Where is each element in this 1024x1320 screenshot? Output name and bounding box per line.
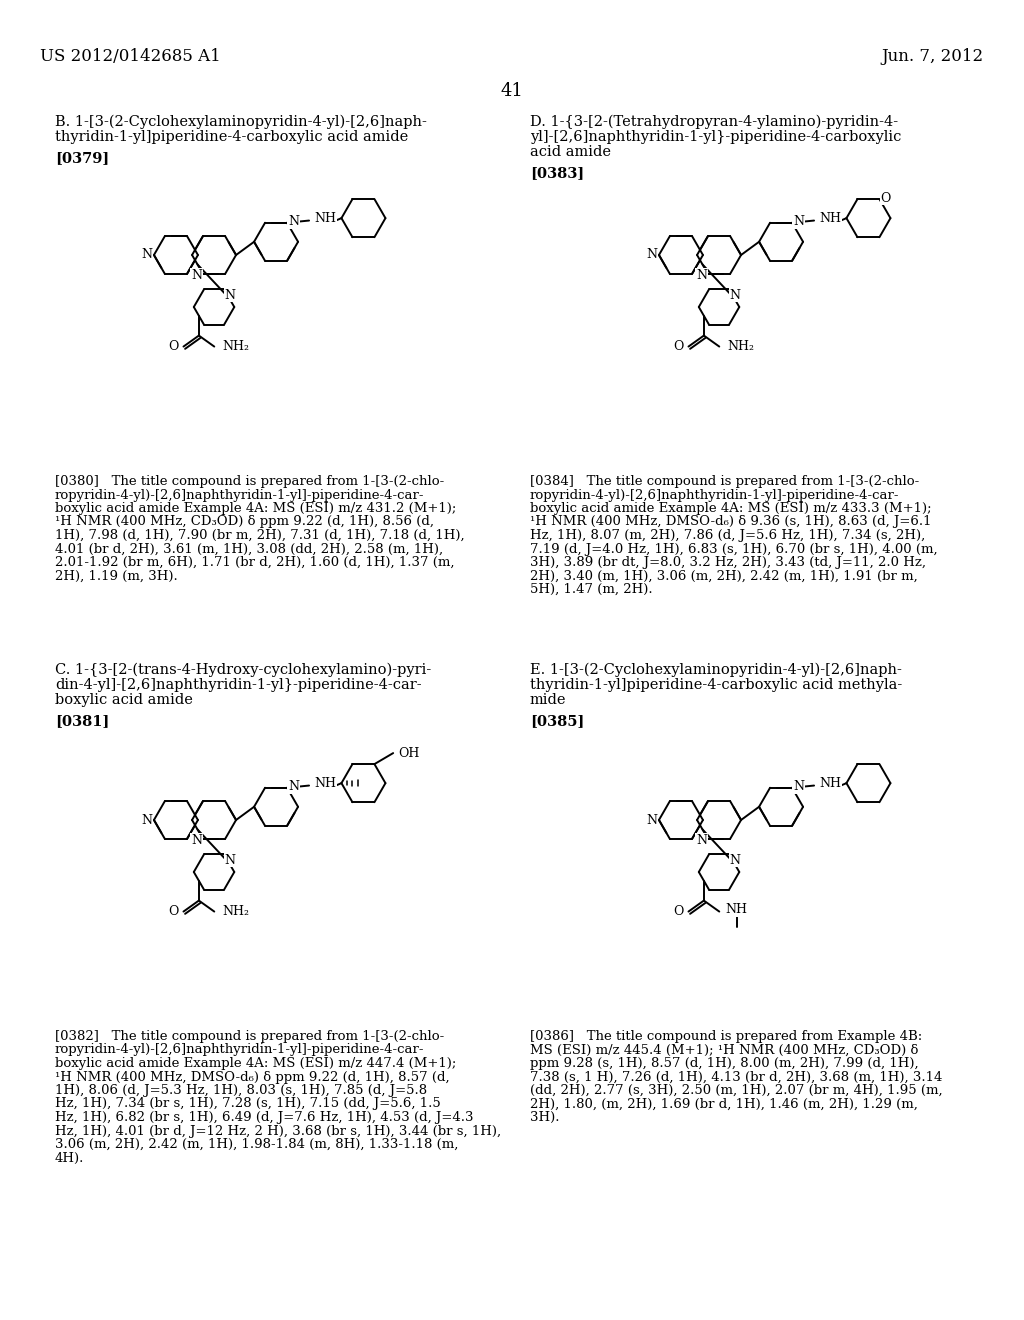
Text: 3.06 (m, 2H), 2.42 (m, 1H), 1.98-1.84 (m, 8H), 1.33-1.18 (m,: 3.06 (m, 2H), 2.42 (m, 1H), 1.98-1.84 (m… <box>55 1138 459 1151</box>
Text: N: N <box>793 780 804 793</box>
Text: D. 1-{3-[2-(Tetrahydropyran-4-ylamino)-pyridin-4-: D. 1-{3-[2-(Tetrahydropyran-4-ylamino)-p… <box>530 115 898 129</box>
Text: [0385]: [0385] <box>530 714 585 729</box>
Text: O: O <box>673 906 683 919</box>
Text: 4.01 (br d, 2H), 3.61 (m, 1H), 3.08 (dd, 2H), 2.58 (m, 1H),: 4.01 (br d, 2H), 3.61 (m, 1H), 3.08 (dd,… <box>55 543 443 556</box>
Text: OH: OH <box>398 747 420 759</box>
Text: N: N <box>730 854 740 867</box>
Text: O: O <box>168 906 178 919</box>
Text: 1H), 7.98 (d, 1H), 7.90 (br m, 2H), 7.31 (d, 1H), 7.18 (d, 1H),: 1H), 7.98 (d, 1H), 7.90 (br m, 2H), 7.31… <box>55 529 465 543</box>
Text: 3H).: 3H). <box>530 1111 559 1125</box>
Text: US 2012/0142685 A1: US 2012/0142685 A1 <box>40 48 221 65</box>
Text: E. 1-[3-(2-Cyclohexylaminopyridin-4-yl)-[2,6]naph-: E. 1-[3-(2-Cyclohexylaminopyridin-4-yl)-… <box>530 663 902 677</box>
Text: Jun. 7, 2012: Jun. 7, 2012 <box>882 48 984 65</box>
Text: N: N <box>141 813 152 826</box>
Text: din-4-yl]-[2,6]naphthyridin-1-yl}-piperidine-4-car-: din-4-yl]-[2,6]naphthyridin-1-yl}-piperi… <box>55 678 422 692</box>
Text: (dd, 2H), 2.77 (s, 3H), 2.50 (m, 1H), 2.07 (br m, 4H), 1.95 (m,: (dd, 2H), 2.77 (s, 3H), 2.50 (m, 1H), 2.… <box>530 1084 943 1097</box>
Text: N: N <box>646 248 657 261</box>
Text: NH₂: NH₂ <box>222 906 249 919</box>
Text: ropyridin-4-yl)-[2,6]naphthyridin-1-yl]-piperidine-4-car-: ropyridin-4-yl)-[2,6]naphthyridin-1-yl]-… <box>55 1044 425 1056</box>
Text: O: O <box>881 191 891 205</box>
Text: 2H), 3.40 (m, 1H), 3.06 (m, 2H), 2.42 (m, 1H), 1.91 (br m,: 2H), 3.40 (m, 1H), 3.06 (m, 2H), 2.42 (m… <box>530 569 918 582</box>
Text: B. 1-[3-(2-Cyclohexylaminopyridin-4-yl)-[2,6]naph-: B. 1-[3-(2-Cyclohexylaminopyridin-4-yl)-… <box>55 115 427 129</box>
Text: boxylic acid amide: boxylic acid amide <box>55 693 193 708</box>
Text: [0380]   The title compound is prepared from 1-[3-(2-chlo-: [0380] The title compound is prepared fr… <box>55 475 444 488</box>
Text: 2H), 1.80, (m, 2H), 1.69 (br d, 1H), 1.46 (m, 2H), 1.29 (m,: 2H), 1.80, (m, 2H), 1.69 (br d, 1H), 1.4… <box>530 1097 918 1110</box>
Text: 4H).: 4H). <box>55 1151 84 1164</box>
Text: ¹H NMR (400 MHz, CD₃OD) δ ppm 9.22 (d, 1H), 8.56 (d,: ¹H NMR (400 MHz, CD₃OD) δ ppm 9.22 (d, 1… <box>55 516 434 528</box>
Text: N: N <box>224 854 236 867</box>
Text: [0382]   The title compound is prepared from 1-[3-(2-chlo-: [0382] The title compound is prepared fr… <box>55 1030 444 1043</box>
Text: NH₂: NH₂ <box>727 341 755 352</box>
Text: N: N <box>793 215 804 228</box>
Text: NH: NH <box>314 777 336 791</box>
Text: N: N <box>141 248 152 261</box>
Text: MS (ESI) m/z 445.4 (M+1); ¹H NMR (400 MHz, CD₃OD) δ: MS (ESI) m/z 445.4 (M+1); ¹H NMR (400 MH… <box>530 1044 919 1056</box>
Text: N: N <box>191 268 202 281</box>
Text: ¹H NMR (400 MHz, DMSO-d₆) δ 9.36 (s, 1H), 8.63 (d, J=6.1: ¹H NMR (400 MHz, DMSO-d₆) δ 9.36 (s, 1H)… <box>530 516 932 528</box>
Text: 7.38 (s, 1 H), 7.26 (d, 1H), 4.13 (br d, 2H), 3.68 (m, 1H), 3.14: 7.38 (s, 1 H), 7.26 (d, 1H), 4.13 (br d,… <box>530 1071 942 1084</box>
Text: 1H), 8.06 (d, J=5.3 Hz, 1H), 8.03 (s, 1H), 7.85 (d, J=5.8: 1H), 8.06 (d, J=5.3 Hz, 1H), 8.03 (s, 1H… <box>55 1084 427 1097</box>
Text: NH: NH <box>819 777 841 791</box>
Text: Hz, 1H), 8.07 (m, 2H), 7.86 (d, J=5.6 Hz, 1H), 7.34 (s, 2H),: Hz, 1H), 8.07 (m, 2H), 7.86 (d, J=5.6 Hz… <box>530 529 926 543</box>
Text: N: N <box>224 289 236 302</box>
Text: O: O <box>168 341 178 352</box>
Text: N: N <box>191 833 202 846</box>
Text: 2.01-1.92 (br m, 6H), 1.71 (br d, 2H), 1.60 (d, 1H), 1.37 (m,: 2.01-1.92 (br m, 6H), 1.71 (br d, 2H), 1… <box>55 556 455 569</box>
Text: 2H), 1.19 (m, 3H).: 2H), 1.19 (m, 3H). <box>55 569 178 582</box>
Text: N: N <box>696 268 707 281</box>
Text: thyridin-1-yl]piperidine-4-carboxylic acid amide: thyridin-1-yl]piperidine-4-carboxylic ac… <box>55 129 409 144</box>
Text: yl]-[2,6]naphthyridin-1-yl}-piperidine-4-carboxylic: yl]-[2,6]naphthyridin-1-yl}-piperidine-4… <box>530 129 901 144</box>
Text: N: N <box>646 813 657 826</box>
Text: 7.19 (d, J=4.0 Hz, 1H), 6.83 (s, 1H), 6.70 (br s, 1H), 4.00 (m,: 7.19 (d, J=4.0 Hz, 1H), 6.83 (s, 1H), 6.… <box>530 543 938 556</box>
Text: [0379]: [0379] <box>55 150 110 165</box>
Text: 5H), 1.47 (m, 2H).: 5H), 1.47 (m, 2H). <box>530 583 652 597</box>
Text: mide: mide <box>530 693 566 708</box>
Text: NH₂: NH₂ <box>222 341 249 352</box>
Text: boxylic acid amide Example 4A: MS (ESI) m/z 431.2 (M+1);: boxylic acid amide Example 4A: MS (ESI) … <box>55 502 457 515</box>
Text: boxylic acid amide Example 4A: MS (ESI) m/z 447.4 (M+1);: boxylic acid amide Example 4A: MS (ESI) … <box>55 1057 457 1071</box>
Text: [0383]: [0383] <box>530 166 585 180</box>
Text: acid amide: acid amide <box>530 145 611 158</box>
Text: N: N <box>288 780 299 793</box>
Text: [0381]: [0381] <box>55 714 110 729</box>
Text: O: O <box>673 341 683 352</box>
Text: ropyridin-4-yl)-[2,6]naphthyridin-1-yl]-piperidine-4-car-: ropyridin-4-yl)-[2,6]naphthyridin-1-yl]-… <box>55 488 425 502</box>
Text: ppm 9.28 (s, 1H), 8.57 (d, 1H), 8.00 (m, 2H), 7.99 (d, 1H),: ppm 9.28 (s, 1H), 8.57 (d, 1H), 8.00 (m,… <box>530 1057 919 1071</box>
Text: NH: NH <box>725 903 748 916</box>
Text: N: N <box>730 289 740 302</box>
Text: thyridin-1-yl]piperidine-4-carboxylic acid methyla-: thyridin-1-yl]piperidine-4-carboxylic ac… <box>530 678 902 692</box>
Text: Hz, 1H), 4.01 (br d, J=12 Hz, 2 H), 3.68 (br s, 1H), 3.44 (br s, 1H),: Hz, 1H), 4.01 (br d, J=12 Hz, 2 H), 3.68… <box>55 1125 501 1138</box>
Text: N: N <box>696 833 707 846</box>
Text: C. 1-{3-[2-(trans-4-Hydroxy-cyclohexylamino)-pyri-: C. 1-{3-[2-(trans-4-Hydroxy-cyclohexylam… <box>55 663 431 677</box>
Text: NH: NH <box>819 213 841 224</box>
Text: ¹H NMR (400 MHz, DMSO-d₆) δ ppm 9.22 (d, 1H), 8.57 (d,: ¹H NMR (400 MHz, DMSO-d₆) δ ppm 9.22 (d,… <box>55 1071 450 1084</box>
Text: 3H), 3.89 (br dt, J=8.0, 3.2 Hz, 2H), 3.43 (td, J=11, 2.0 Hz,: 3H), 3.89 (br dt, J=8.0, 3.2 Hz, 2H), 3.… <box>530 556 926 569</box>
Text: [0386]   The title compound is prepared from Example 4B:: [0386] The title compound is prepared fr… <box>530 1030 923 1043</box>
Text: 41: 41 <box>501 82 523 100</box>
Text: Hz, 1H), 7.34 (br s, 1H), 7.28 (s, 1H), 7.15 (dd, J=5.6, 1.5: Hz, 1H), 7.34 (br s, 1H), 7.28 (s, 1H), … <box>55 1097 440 1110</box>
Text: [0384]   The title compound is prepared from 1-[3-(2-chlo-: [0384] The title compound is prepared fr… <box>530 475 920 488</box>
Text: NH: NH <box>314 213 336 224</box>
Text: boxylic acid amide Example 4A: MS (ESI) m/z 433.3 (M+1);: boxylic acid amide Example 4A: MS (ESI) … <box>530 502 932 515</box>
Text: Hz, 1H), 6.82 (br s, 1H), 6.49 (d, J=7.6 Hz, 1H), 4.53 (d, J=4.3: Hz, 1H), 6.82 (br s, 1H), 6.49 (d, J=7.6… <box>55 1111 473 1125</box>
Text: N: N <box>288 215 299 228</box>
Text: ropyridin-4-yl)-[2,6]naphthyridin-1-yl]-piperidine-4-car-: ropyridin-4-yl)-[2,6]naphthyridin-1-yl]-… <box>530 488 899 502</box>
